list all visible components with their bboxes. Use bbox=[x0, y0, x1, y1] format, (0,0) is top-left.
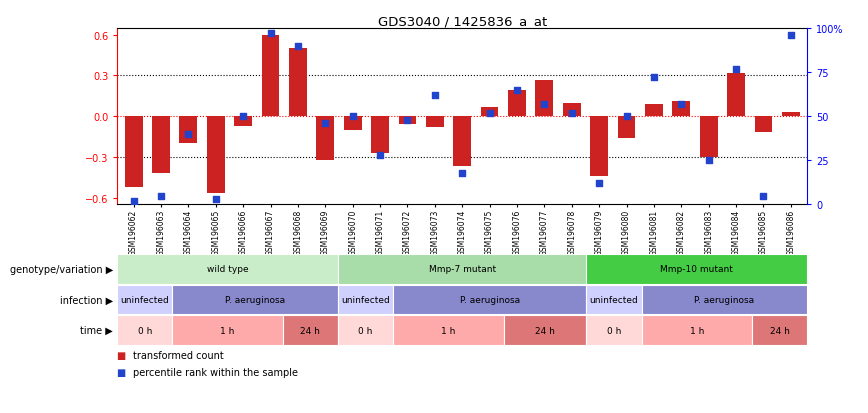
Point bbox=[181, 131, 195, 138]
Bar bbox=[344, 117, 362, 131]
Point bbox=[264, 31, 278, 38]
Text: time ▶: time ▶ bbox=[80, 325, 113, 335]
Bar bbox=[587, 316, 641, 345]
Point bbox=[400, 117, 414, 124]
Bar bbox=[618, 117, 635, 138]
Text: 24 h: 24 h bbox=[300, 326, 320, 335]
Point bbox=[154, 193, 168, 199]
Bar bbox=[426, 117, 444, 128]
Text: 24 h: 24 h bbox=[770, 326, 790, 335]
Bar bbox=[117, 316, 173, 345]
Point bbox=[319, 121, 332, 127]
Bar bbox=[503, 316, 587, 345]
Text: ■: ■ bbox=[117, 351, 129, 361]
Point bbox=[373, 152, 387, 159]
Bar bbox=[536, 81, 553, 117]
Text: infection ▶: infection ▶ bbox=[60, 295, 113, 305]
Point bbox=[236, 114, 250, 120]
Point bbox=[510, 87, 524, 94]
Bar bbox=[587, 285, 641, 315]
Bar bbox=[481, 107, 498, 117]
Bar bbox=[453, 117, 471, 167]
Point bbox=[428, 93, 442, 99]
Bar bbox=[283, 316, 338, 345]
Text: 0 h: 0 h bbox=[607, 326, 621, 335]
Bar bbox=[782, 113, 799, 117]
Point bbox=[757, 193, 771, 199]
Text: P. aeruginosa: P. aeruginosa bbox=[225, 295, 286, 304]
Point bbox=[592, 180, 606, 187]
Bar bbox=[393, 316, 503, 345]
Bar bbox=[117, 254, 338, 284]
Text: 24 h: 24 h bbox=[535, 326, 555, 335]
Point bbox=[701, 157, 715, 164]
Text: 0 h: 0 h bbox=[138, 326, 152, 335]
Text: uninfected: uninfected bbox=[341, 295, 390, 304]
Text: uninfected: uninfected bbox=[589, 295, 638, 304]
Point bbox=[345, 114, 359, 120]
Text: transformed count: transformed count bbox=[133, 351, 224, 361]
Text: Mmp-7 mutant: Mmp-7 mutant bbox=[429, 265, 496, 274]
Point bbox=[209, 196, 223, 203]
Bar bbox=[338, 285, 393, 315]
Point bbox=[455, 170, 469, 176]
Bar bbox=[754, 117, 773, 133]
Point bbox=[291, 43, 305, 50]
Bar bbox=[641, 285, 807, 315]
Text: Mmp-10 mutant: Mmp-10 mutant bbox=[661, 265, 733, 274]
Bar bbox=[645, 105, 663, 117]
Point bbox=[565, 110, 579, 116]
Point bbox=[127, 198, 141, 204]
Point bbox=[729, 66, 743, 73]
Bar bbox=[117, 285, 173, 315]
Point bbox=[647, 75, 661, 81]
Bar bbox=[700, 117, 718, 157]
Text: 0 h: 0 h bbox=[358, 326, 372, 335]
Point bbox=[620, 114, 634, 120]
Text: P. aeruginosa: P. aeruginosa bbox=[460, 295, 520, 304]
Title: GDS3040 / 1425836_a_at: GDS3040 / 1425836_a_at bbox=[378, 15, 547, 28]
Bar bbox=[152, 117, 170, 174]
Text: 1 h: 1 h bbox=[441, 326, 456, 335]
Point bbox=[784, 33, 798, 39]
Bar bbox=[673, 102, 690, 117]
Bar bbox=[289, 49, 306, 117]
Bar bbox=[752, 316, 807, 345]
Text: 1 h: 1 h bbox=[690, 326, 704, 335]
Bar bbox=[508, 91, 526, 117]
Bar bbox=[125, 117, 142, 187]
Text: P. aeruginosa: P. aeruginosa bbox=[694, 295, 754, 304]
Bar bbox=[562, 103, 581, 117]
Bar bbox=[338, 254, 587, 284]
Bar bbox=[317, 117, 334, 160]
Text: percentile rank within the sample: percentile rank within the sample bbox=[133, 367, 298, 377]
Text: 1 h: 1 h bbox=[220, 326, 234, 335]
Bar bbox=[727, 74, 745, 117]
Point bbox=[537, 101, 551, 108]
Bar bbox=[173, 316, 283, 345]
Bar bbox=[372, 117, 389, 153]
Text: uninfected: uninfected bbox=[121, 295, 169, 304]
Bar bbox=[393, 285, 587, 315]
Text: ■: ■ bbox=[117, 367, 129, 377]
Bar bbox=[398, 117, 417, 125]
Bar bbox=[590, 117, 608, 176]
Text: wild type: wild type bbox=[207, 265, 248, 274]
Bar bbox=[641, 316, 752, 345]
Bar bbox=[587, 254, 807, 284]
Bar bbox=[261, 36, 279, 117]
Bar bbox=[180, 117, 197, 144]
Point bbox=[674, 101, 688, 108]
Bar bbox=[234, 117, 252, 126]
Bar bbox=[207, 117, 225, 194]
Text: genotype/variation ▶: genotype/variation ▶ bbox=[10, 264, 113, 274]
Point bbox=[483, 110, 496, 116]
Bar bbox=[173, 285, 338, 315]
Bar bbox=[338, 316, 393, 345]
